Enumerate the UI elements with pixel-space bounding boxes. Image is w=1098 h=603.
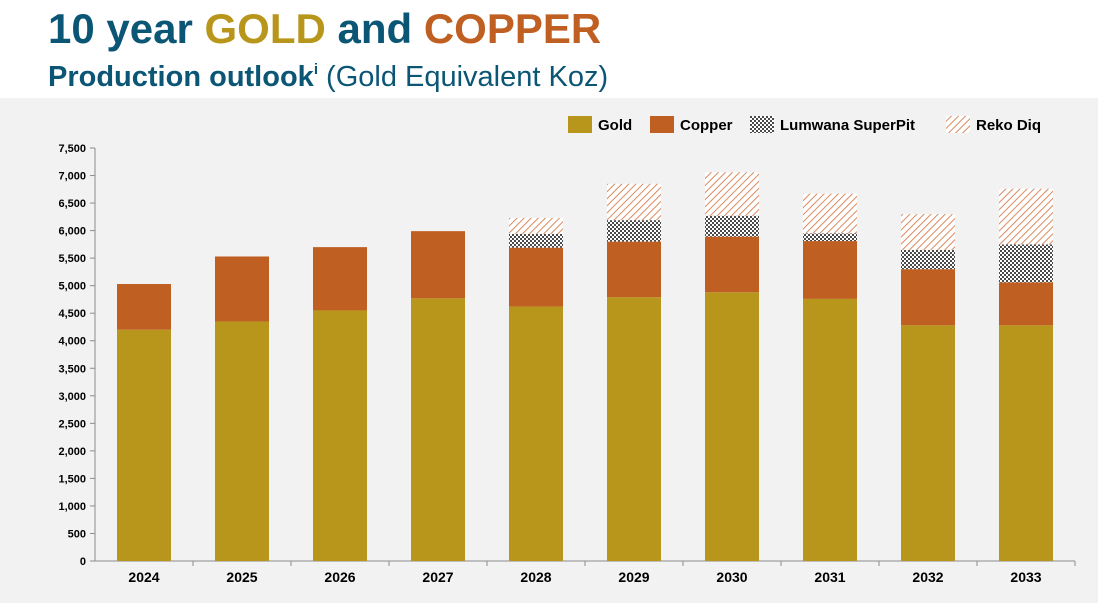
bar-lumwana-superpit-2033 bbox=[999, 244, 1053, 283]
legend-swatch-copper bbox=[650, 116, 674, 133]
chart-panel: 0 500 1,000 1,500 2,000 2,500 3,000 3,500 4,000 4… bbox=[0, 98, 1098, 603]
bar-gold-2024 bbox=[117, 329, 171, 561]
bar-reko-diq-2031 bbox=[803, 193, 857, 234]
page-title: 10 year GOLD and COPPER bbox=[48, 4, 608, 54]
x-tick-label: 2024 bbox=[128, 569, 159, 585]
bar-copper-2032 bbox=[901, 269, 955, 326]
y-tick-label: 7,500 bbox=[58, 143, 86, 155]
x-tick-label: 2027 bbox=[422, 569, 453, 585]
legend-label-reko-diq: Reko Diq bbox=[976, 117, 1041, 134]
bar-gold-2032 bbox=[901, 325, 955, 561]
bar-reko-diq-2029 bbox=[607, 183, 661, 221]
bar-gold-2025 bbox=[215, 321, 269, 561]
x-tick-label: 2031 bbox=[814, 569, 845, 585]
title-and: and bbox=[325, 5, 424, 52]
title-gold: GOLD bbox=[204, 5, 326, 52]
legend-swatch-reko-diq bbox=[946, 116, 970, 133]
subtitle-bold: Production outlook bbox=[48, 61, 314, 93]
x-tick-label: 2029 bbox=[618, 569, 649, 585]
stacked-bar-chart: 0 500 1,000 1,500 2,000 2,500 3,000 3,500 4,000 4… bbox=[58, 116, 1076, 585]
title-copper: COPPER bbox=[423, 5, 602, 52]
legend-label-copper: Copper bbox=[680, 117, 733, 134]
bar-gold-2029 bbox=[607, 297, 661, 561]
bar-lumwana-superpit-2029 bbox=[607, 220, 661, 242]
y-tick-label: 0 bbox=[80, 556, 86, 568]
bar-copper-2026 bbox=[313, 247, 367, 311]
y-tick-label: 4,500 bbox=[58, 308, 86, 320]
legend-label-gold: Gold bbox=[598, 117, 632, 134]
bar-copper-2025 bbox=[215, 256, 269, 322]
x-tick-label: 2032 bbox=[912, 569, 943, 585]
y-tick-label: 500 bbox=[68, 528, 86, 540]
bar-gold-2030 bbox=[705, 292, 759, 561]
legend-swatch-gold bbox=[568, 116, 592, 133]
bar-copper-2027 bbox=[411, 231, 465, 299]
x-tick-label: 2028 bbox=[520, 569, 551, 585]
bar-copper-2031 bbox=[803, 241, 857, 299]
y-tick-label: 2,000 bbox=[58, 446, 86, 458]
plot-area: 0 500 1,000 1,500 2,000 2,500 3,000 3,500 4,000 4… bbox=[58, 143, 1076, 585]
y-tick-label: 3,000 bbox=[58, 391, 86, 403]
y-tick-label: 6,500 bbox=[58, 198, 86, 210]
bar-lumwana-superpit-2028 bbox=[509, 233, 563, 248]
y-tick-label: 4,000 bbox=[58, 336, 86, 348]
bar-reko-diq-2028 bbox=[509, 217, 563, 234]
y-tick-label: 1,000 bbox=[58, 501, 86, 513]
y-tick-label: 2,500 bbox=[58, 418, 86, 430]
bar-gold-2031 bbox=[803, 298, 857, 561]
footnote-marker: i bbox=[313, 61, 318, 78]
header: 10 year GOLD and COPPER Production outlo… bbox=[48, 4, 608, 95]
bar-copper-2033 bbox=[999, 282, 1053, 326]
subtitle-rest: (Gold Equivalent Koz) bbox=[317, 61, 609, 93]
bar-copper-2030 bbox=[705, 236, 759, 293]
y-tick-label: 5,500 bbox=[58, 253, 86, 265]
y-tick-label: 6,000 bbox=[58, 226, 86, 238]
legend-swatch-lumwana-superpit bbox=[750, 116, 774, 133]
bar-reko-diq-2032 bbox=[901, 214, 955, 250]
y-tick-label: 3,500 bbox=[58, 363, 86, 375]
bar-lumwana-superpit-2032 bbox=[901, 249, 955, 270]
x-tick-label: 2026 bbox=[324, 569, 355, 585]
y-tick-label: 1,500 bbox=[58, 473, 86, 485]
y-tick-label: 5,000 bbox=[58, 281, 86, 293]
x-tick-label: 2025 bbox=[226, 569, 257, 585]
bar-gold-2033 bbox=[999, 325, 1053, 561]
bar-reko-diq-2030 bbox=[705, 172, 759, 216]
bar-gold-2026 bbox=[313, 310, 367, 561]
x-tick-label: 2030 bbox=[716, 569, 747, 585]
bar-lumwana-superpit-2030 bbox=[705, 215, 759, 237]
bar-gold-2028 bbox=[509, 306, 563, 561]
bar-gold-2027 bbox=[411, 298, 465, 561]
x-tick-label: 2033 bbox=[1010, 569, 1041, 585]
bar-copper-2024 bbox=[117, 284, 171, 330]
title-part-1: 10 year bbox=[48, 5, 205, 52]
y-tick-label: 7,000 bbox=[58, 171, 86, 183]
bar-copper-2029 bbox=[607, 241, 661, 298]
legend-label-lumwana-superpit: Lumwana SuperPit bbox=[780, 117, 915, 134]
bar-reko-diq-2033 bbox=[999, 188, 1053, 245]
bar-lumwana-superpit-2031 bbox=[803, 233, 857, 242]
bar-copper-2028 bbox=[509, 247, 563, 307]
legend: Gold Copper Lumwana SuperPit Reko Diq bbox=[568, 116, 1041, 134]
page-subtitle: Production outlooki (Gold Equivalent Koz… bbox=[48, 52, 608, 95]
